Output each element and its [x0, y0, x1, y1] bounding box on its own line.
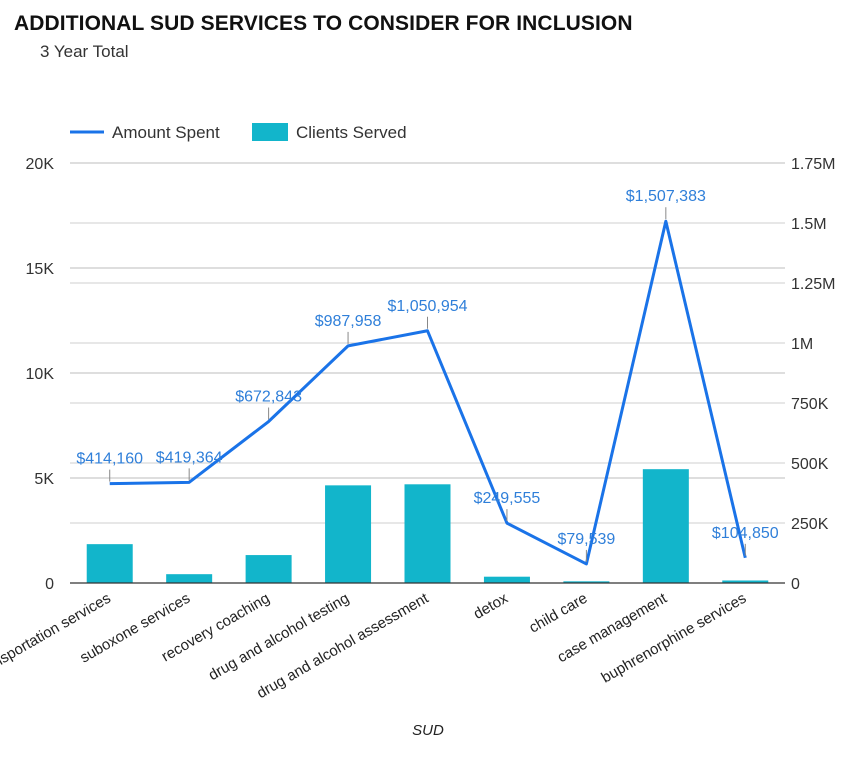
legend-label-amount-spent: Amount Spent	[112, 123, 220, 142]
chart-title: ADDITIONAL SUD SERVICES TO CONSIDER FOR …	[14, 12, 633, 35]
data-label-amount-spent: $672,843	[235, 389, 302, 406]
y-right-tick-label: 250K	[791, 516, 829, 533]
x-category-label: buphrenorphine services	[599, 590, 750, 687]
y-left-tick-label: 0	[45, 576, 54, 593]
bar-clients-served	[166, 574, 213, 583]
y-right-tick-label: 0	[791, 576, 800, 593]
y-right-tick-label: 1.5M	[791, 216, 827, 233]
y-right-tick-label: 500K	[791, 456, 829, 473]
data-label-amount-spent: $1,507,383	[626, 188, 706, 205]
x-category-label: child care	[526, 590, 590, 637]
data-label-amount-spent: $419,364	[156, 449, 223, 466]
data-label-amount-spent: $414,160	[76, 451, 143, 468]
y-right-tick-label: 750K	[791, 396, 829, 413]
data-label-amount-spent: $987,958	[315, 313, 382, 330]
chart-subtitle: 3 Year Total	[40, 42, 129, 61]
legend-bar-swatch	[252, 123, 288, 141]
y-left-tick-label: 5K	[34, 471, 54, 488]
bar-clients-served	[404, 484, 451, 583]
bar-clients-served	[325, 485, 372, 583]
line-amount-spent	[109, 219, 747, 566]
y-left-tick-label: 10K	[26, 366, 55, 383]
bar-clients-served	[642, 469, 689, 583]
bar-clients-served	[86, 544, 133, 583]
x-category-label: drug and alcohol testing	[206, 590, 352, 684]
y-right-tick-label: 1M	[791, 336, 813, 353]
data-label-amount-spent: $104,850	[712, 525, 779, 542]
y-right-tick-label: 1.75M	[791, 156, 835, 173]
x-category-label: detox	[471, 589, 512, 622]
bar-clients-served	[722, 580, 769, 583]
y-left-tick-label: 20K	[26, 156, 55, 173]
bar-clients-served	[245, 555, 292, 583]
legend-label-clients-served: Clients Served	[296, 123, 407, 142]
data-label-amount-spent: $79,539	[557, 531, 615, 548]
bar-clients-served	[483, 576, 530, 583]
bar-clients-served	[563, 581, 610, 583]
x-axis-title: SUD	[412, 722, 444, 739]
y-right-tick-label: 1.25M	[791, 276, 835, 293]
y-left-tick-label: 15K	[26, 261, 55, 278]
x-category-label: transportation services	[0, 590, 114, 680]
data-label-amount-spent: $1,050,954	[387, 298, 467, 315]
data-label-amount-spent: $249,555	[474, 490, 541, 507]
